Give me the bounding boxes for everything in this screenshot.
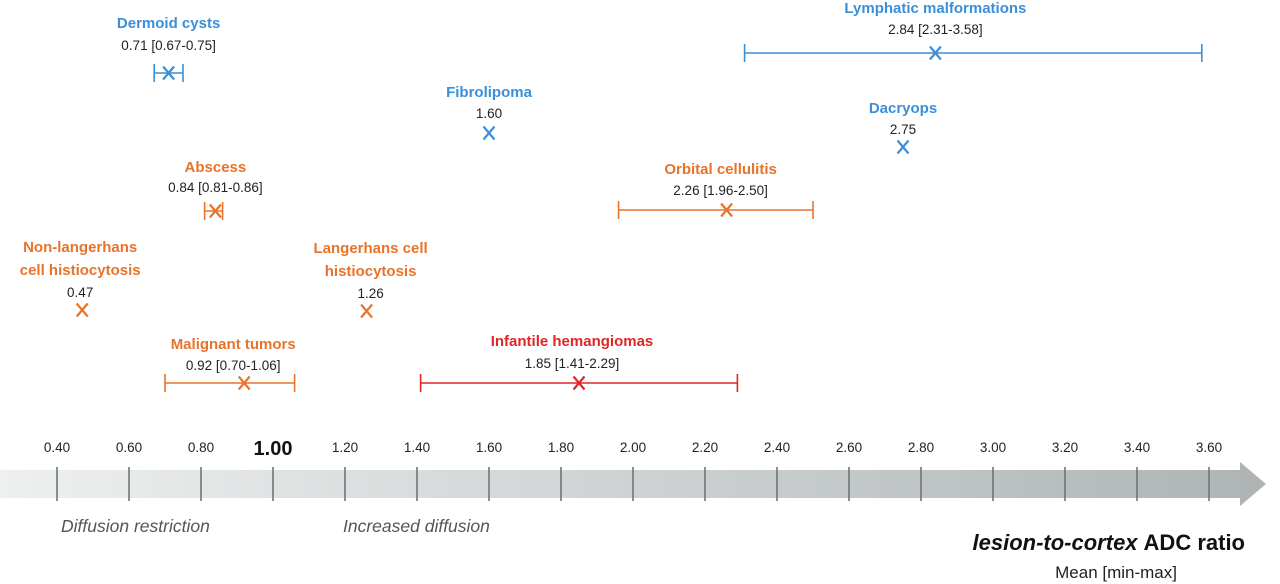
mean-marker <box>237 375 251 391</box>
lesion-group: Malignant tumors 0.92 [0.70-1.06] <box>164 336 296 392</box>
region-label-restriction: Diffusion restriction <box>61 516 210 536</box>
lesion-group: Langerhans cell histiocytosis 1.26 <box>313 240 428 319</box>
lesion-value: 2.75 <box>890 122 916 137</box>
mean-marker <box>75 302 89 318</box>
lesion-group: Dacryops 2.75 <box>869 100 937 155</box>
tick-label: 1.20 <box>332 440 358 455</box>
lesion-name: Non-langerhans <box>23 239 137 256</box>
lesion-name: Fibrolipoma <box>446 84 532 101</box>
lesion-group: Dermoid cysts 0.71 [0.67-0.75] <box>117 15 220 82</box>
lesion-value: 0.47 <box>67 285 93 300</box>
mean-marker <box>929 45 942 61</box>
lesion-group: Abscess 0.84 [0.81-0.86] <box>168 159 263 220</box>
lesion-name: Malignant tumors <box>171 336 296 353</box>
x-axis-subtitle: Mean [min-max] <box>1055 563 1177 582</box>
tick-label: 1.00 <box>254 438 293 460</box>
lesion-group: Lymphatic malformations 2.84 [2.31-3.58] <box>743 0 1203 62</box>
lesion-value: 0.84 [0.81-0.86] <box>168 180 263 195</box>
tick-label: 3.40 <box>1124 440 1150 455</box>
lesion-value: 0.71 [0.67-0.75] <box>121 38 216 53</box>
region-label-increased: Increased diffusion <box>343 516 490 536</box>
tick-label: 2.20 <box>692 440 718 455</box>
mean-marker <box>896 139 910 155</box>
lesion-value: 2.84 [2.31-3.58] <box>888 22 983 37</box>
mean-marker <box>162 65 175 81</box>
lesion-name: Dermoid cysts <box>117 15 220 32</box>
tick-label: 2.80 <box>908 440 934 455</box>
lesion-value: 1.60 <box>476 106 502 121</box>
tick-label: 1.40 <box>404 440 430 455</box>
lesion-group: Orbital cellulitis 2.26 [1.96-2.50] <box>617 161 814 219</box>
lesion-group: Fibrolipoma 1.60 <box>446 84 533 141</box>
tick-label: 1.60 <box>476 440 502 455</box>
lesion-value: 0.92 [0.70-1.06] <box>186 358 281 373</box>
mean-marker <box>209 203 222 219</box>
lesion-value: 1.26 <box>357 286 383 301</box>
lesion-name: Langerhans cell <box>313 240 427 257</box>
x-axis: 0.40 0.60 0.80 1.00 1.20 1.40 1.60 1.80 2.00 2.20… <box>0 438 1266 506</box>
x-axis-title: lesion-to-cortex ADC ratio <box>973 530 1245 555</box>
mean-marker <box>360 303 373 319</box>
tick-label: 3.00 <box>980 440 1006 455</box>
x-axis-title-rest: ADC ratio <box>1144 530 1245 555</box>
tick-label: 3.20 <box>1052 440 1078 455</box>
mean-marker <box>482 125 496 141</box>
mean-marker <box>572 375 586 391</box>
tick-label: 0.40 <box>44 440 70 455</box>
lesion-name: Abscess <box>185 159 247 176</box>
mean-marker <box>720 202 733 218</box>
tick-label: 3.60 <box>1196 440 1222 455</box>
tick-label: 2.00 <box>620 440 646 455</box>
tick-label: 0.80 <box>188 440 214 455</box>
lesion-name: cell histiocytosis <box>20 262 141 279</box>
tick-label: 2.60 <box>836 440 862 455</box>
axis-texts: Diffusion restriction Increased diffusio… <box>61 516 1245 582</box>
x-axis-title-italic: lesion-to-cortex <box>973 530 1139 555</box>
lesion-group: Infantile hemangiomas 1.85 [1.41-2.29] <box>419 333 739 392</box>
lesion-markers: Dermoid cysts 0.71 [0.67-0.75] Lymphatic m… <box>20 0 1203 392</box>
lesion-group: Non-langerhans cell histiocytosis 0.47 <box>20 239 141 318</box>
lesion-name: Infantile hemangiomas <box>491 333 654 350</box>
tick-label: 0.60 <box>116 440 142 455</box>
tick-label: 2.40 <box>764 440 790 455</box>
lesion-value: 1.85 [1.41-2.29] <box>525 356 620 371</box>
lesion-value: 2.26 [1.96-2.50] <box>673 183 768 198</box>
lesion-name: histiocytosis <box>325 263 417 280</box>
lesion-name: Lymphatic malformations <box>844 0 1026 17</box>
lesion-name: Dacryops <box>869 100 937 117</box>
lesion-name: Orbital cellulitis <box>664 161 777 178</box>
tick-label: 1.80 <box>548 440 574 455</box>
